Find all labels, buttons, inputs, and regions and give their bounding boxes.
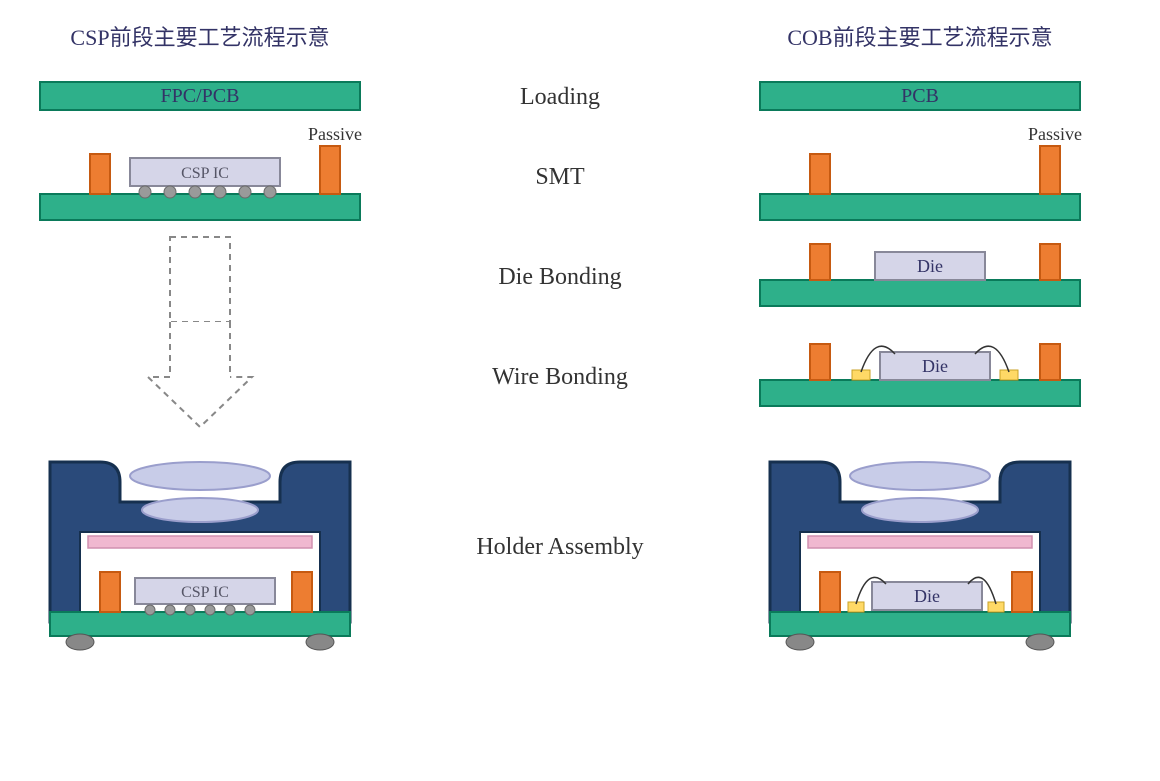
stage-die-bonding: Die Bonding: [498, 264, 621, 291]
cob-holder: Die: [740, 432, 1100, 662]
cob-wire-bonding: Die: [740, 322, 1100, 412]
csp-ic-label: CSP IC: [181, 165, 229, 182]
csp-arrow-bottom: [20, 322, 380, 432]
csp-arrow-top: [20, 232, 380, 322]
stage-smt: SMT: [535, 164, 584, 191]
right-title: COB前段主要工艺流程示意: [740, 20, 1100, 52]
passive-label-right: Passive: [1028, 124, 1082, 144]
cob-die-bonding: Die: [740, 232, 1100, 312]
csp-ic-label-2: CSP IC: [181, 584, 229, 601]
stage-loading: Loading: [520, 84, 600, 111]
die-label-1: Die: [917, 256, 943, 276]
cob-loading: PCB: [740, 72, 1100, 122]
die-label-2: Die: [922, 356, 948, 376]
cob-smt: Passive: [740, 122, 1100, 232]
passive-label-left: Passive: [308, 124, 362, 144]
die-label-3: Die: [914, 586, 940, 606]
left-title: CSP前段主要工艺流程示意: [20, 20, 380, 52]
diagram-grid: CSP前段主要工艺流程示意 COB前段主要工艺流程示意 FPC/PCB Load…: [20, 20, 1140, 662]
fpc-pcb-label: FPC/PCB: [161, 85, 240, 107]
stage-wire-bonding: Wire Bonding: [492, 364, 628, 391]
pcb-label: PCB: [901, 85, 939, 107]
csp-holder: CSP IC: [20, 432, 380, 662]
stage-holder: Holder Assembly: [476, 534, 643, 561]
csp-smt: Passive CSP IC: [20, 122, 380, 232]
csp-loading: FPC/PCB: [20, 72, 380, 122]
